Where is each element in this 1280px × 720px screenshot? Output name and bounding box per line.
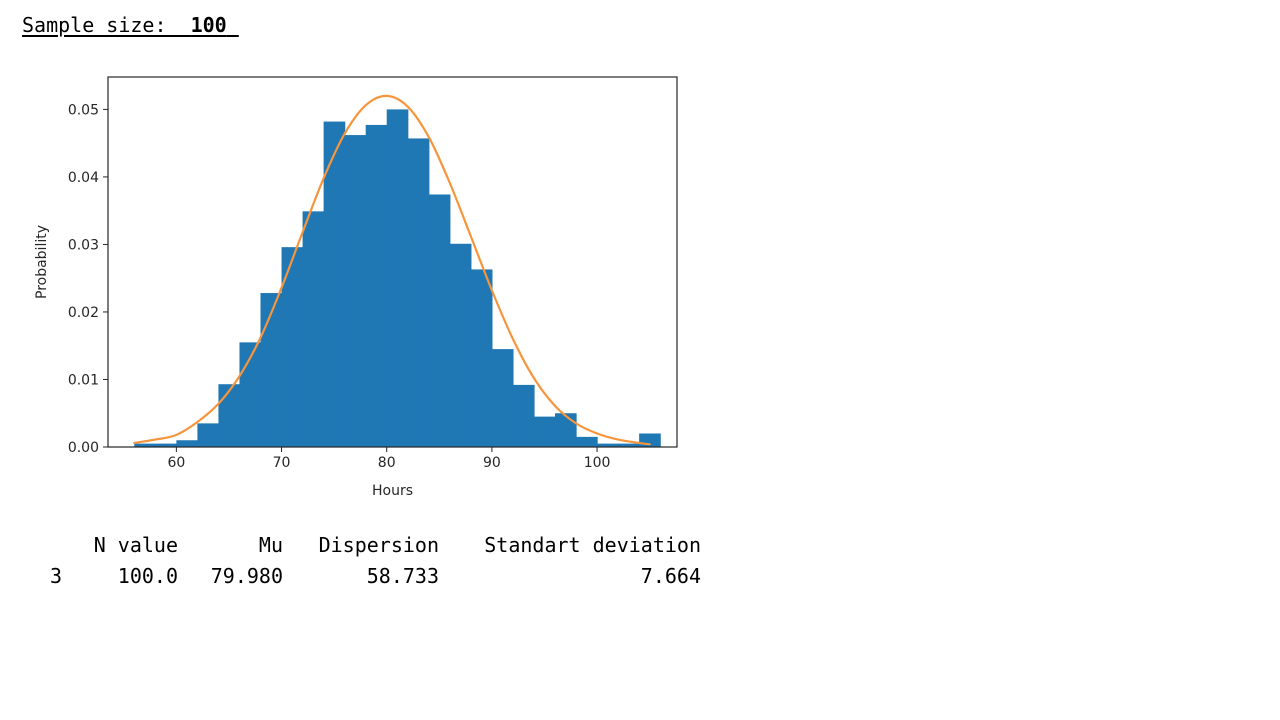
stats-cell-n-value: 100.0 <box>117 564 178 588</box>
histogram-bar <box>576 436 598 447</box>
y-axis-ticks: 0.00 0.01 0.02 0.03 0.04 0.05 <box>68 102 108 456</box>
histogram-bar <box>428 194 451 447</box>
y-tick-label: 0.05 <box>68 102 99 118</box>
stats-header-index <box>36 530 62 561</box>
x-axis-label: Hours <box>372 483 413 499</box>
plot-frame <box>107 76 678 448</box>
y-axis-label: Probability <box>34 225 50 299</box>
x-tick-label: 80 <box>378 455 396 471</box>
histogram-bar <box>218 384 241 447</box>
histogram-bar <box>302 211 325 447</box>
histogram-bar <box>344 135 367 447</box>
histogram-bars <box>134 109 661 448</box>
histogram-bar <box>597 443 619 447</box>
histogram-bar <box>407 138 430 448</box>
stats-cell-mu: 79.980 <box>210 564 283 588</box>
y-tick-label: 0.02 <box>68 305 99 321</box>
histogram-bar <box>323 121 346 447</box>
histogram-bar <box>533 416 556 447</box>
histogram-bar <box>365 124 388 447</box>
histogram-bar <box>176 440 198 447</box>
x-tick-label: 70 <box>273 455 291 471</box>
x-tick-label: 100 <box>584 455 611 471</box>
stats-header-n-value: N value <box>93 533 178 557</box>
stats-row: 3 100.0 79.980 58.733 7.664 <box>36 561 701 592</box>
histogram-bar <box>386 109 409 448</box>
stats-cell-index: 3 <box>49 564 62 588</box>
stats-header-row: N value Mu Dispersion Standart deviation <box>36 530 701 561</box>
histogram-bar <box>512 384 535 447</box>
histogram-bar <box>260 293 283 447</box>
density-curve <box>133 94 651 446</box>
stats-cell-std-deviation: 7.664 <box>640 564 701 588</box>
histogram-chart: 60 70 80 90 100 0.00 0.01 0.02 0.03 0.04 0.05 Hou… <box>34 76 678 499</box>
histogram-bar <box>554 413 577 447</box>
y-tick-label: 0.01 <box>68 372 99 388</box>
histogram-bar <box>618 443 640 447</box>
stats-header-std-deviation: Standart deviation <box>484 533 701 557</box>
sample-size-line: Sample size: 100 <box>22 12 239 38</box>
histogram-bar <box>134 443 156 447</box>
histogram-bar <box>470 269 493 447</box>
stats-header-mu: Mu <box>258 533 283 557</box>
histogram-bar <box>281 247 304 447</box>
stats-cell-dispersion: 58.733 <box>366 564 439 588</box>
histogram-bar <box>155 443 177 447</box>
x-tick-label: 60 <box>167 455 185 471</box>
histogram-bar <box>197 423 220 447</box>
histogram-bar <box>449 243 472 447</box>
stats-table: N value Mu Dispersion Standart deviation… <box>36 530 701 592</box>
x-tick-label: 90 <box>483 455 501 471</box>
sample-size-label: Sample size: <box>22 13 167 37</box>
sample-size-value: 100 <box>190 13 227 37</box>
histogram-bar <box>491 349 514 447</box>
x-axis-ticks: 60 70 80 90 100 <box>167 447 610 471</box>
y-tick-label: 0.04 <box>68 170 99 186</box>
density-curve-layer <box>133 94 651 446</box>
y-tick-label: 0.00 <box>68 440 99 456</box>
y-tick-label: 0.03 <box>68 237 99 253</box>
stats-header-dispersion: Dispersion <box>318 533 439 557</box>
